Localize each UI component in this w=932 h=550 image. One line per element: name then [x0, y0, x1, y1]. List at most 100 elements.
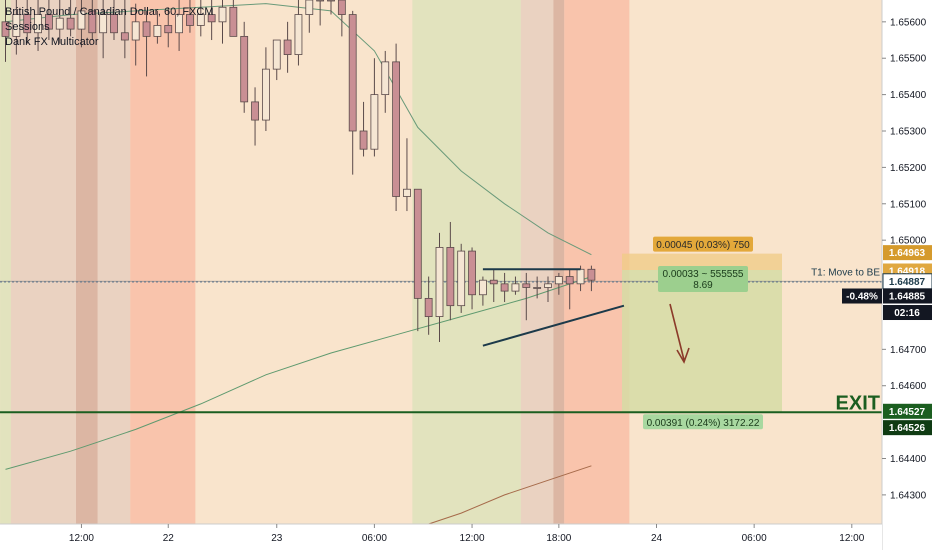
- candle-body: [153, 25, 162, 37]
- price-badge-box: [883, 403, 932, 419]
- down-arrow-head-icon: [676, 347, 690, 364]
- candle: [251, 87, 259, 146]
- x-tick-label: 22: [163, 533, 175, 544]
- price-badge-text: 1.64963: [889, 248, 926, 259]
- candle: [142, 10, 151, 77]
- session-band: [0, 0, 11, 524]
- session-band: [10, 0, 77, 524]
- candle-body: [272, 39, 281, 70]
- candle: [403, 138, 411, 212]
- candle-body: [12, 14, 21, 37]
- position-center-text-2: 8.69: [693, 280, 713, 291]
- candle-body: [196, 14, 205, 26]
- position-center-text-1: 0.00033 ~ 555555: [663, 269, 744, 280]
- candle: [468, 247, 476, 310]
- y-tick-label: 1.64400: [890, 454, 927, 465]
- candle: [207, 0, 216, 41]
- candle-body: [337, 0, 346, 15]
- candle-body: [511, 283, 520, 292]
- candle: [522, 272, 531, 321]
- candle: [381, 50, 390, 113]
- candle-body: [261, 68, 270, 121]
- change-badge-text: -0.48%: [846, 292, 878, 303]
- y-tick-label: 1.65300: [890, 127, 927, 138]
- countdown-badge-box: [883, 305, 932, 321]
- candle-body: [110, 14, 118, 34]
- legend-title: British Pound / Canadian Dollar, 60, FXC…: [5, 6, 214, 18]
- candle-body: [88, 10, 97, 34]
- candle-body: [34, 14, 42, 34]
- candle: [435, 232, 444, 343]
- candle-body: [45, 14, 53, 30]
- price-badge-box: [883, 420, 932, 436]
- price-badge-text: 1.64526: [889, 423, 926, 434]
- candle-body: [489, 279, 498, 285]
- target-info-label-text: 0.00391 (0.24%) 3172.22: [647, 418, 760, 429]
- candle: [164, 7, 173, 48]
- candle-body: [381, 61, 390, 96]
- candle: [99, 0, 108, 59]
- candle-body: [370, 94, 379, 150]
- candle-body: [77, 10, 86, 30]
- y-tick-label: 1.65500: [890, 54, 927, 65]
- stop-zone: [622, 253, 782, 271]
- price-badge: 1.64887: [882, 273, 932, 290]
- target-zone: [622, 270, 782, 413]
- candle: [229, 0, 238, 37]
- price-badge: 1.64527: [883, 403, 932, 419]
- candle: [283, 21, 292, 73]
- candle-body: [294, 14, 303, 55]
- x-tick-label: 06:00: [362, 533, 387, 544]
- candle: [500, 272, 509, 303]
- price-badge-box: [883, 288, 932, 304]
- candle: [153, 10, 162, 44]
- candle-body: [500, 283, 509, 292]
- candle: [554, 272, 563, 295]
- target-info-label: 0.00391 (0.24%) 3172.22: [643, 414, 763, 430]
- candle-body: [251, 101, 259, 121]
- session-band: [553, 0, 565, 524]
- t1-label: T1: Move to BE: [811, 267, 880, 278]
- candle-body: [142, 21, 151, 37]
- x-tick-label: 18:00: [546, 533, 571, 544]
- x-tick-label: 23: [271, 533, 283, 544]
- candle: [587, 265, 596, 292]
- x-tick-label: 06:00: [742, 533, 767, 544]
- y-tick-label: 1.64300: [890, 490, 927, 501]
- candle: [478, 276, 487, 306]
- candle-body: [1, 21, 10, 37]
- session-band: [520, 0, 554, 524]
- candle: [77, 0, 86, 48]
- candle-body: [392, 61, 401, 197]
- candle: [544, 276, 552, 303]
- y-tick-label: 1.65100: [890, 199, 927, 210]
- candle: [337, 0, 346, 37]
- position-center-box: [658, 266, 748, 293]
- x-tick-label: 12:00: [839, 533, 864, 544]
- candle: [240, 21, 249, 113]
- candle: [218, 0, 227, 44]
- candle-body: [587, 268, 596, 281]
- candle-body: [175, 14, 184, 34]
- candle-body: [229, 6, 238, 37]
- stop-info-label: 0.00045 (0.03%) 750: [653, 236, 753, 252]
- candle-body: [403, 188, 411, 197]
- candle: [261, 47, 270, 131]
- price-badge-text: 1.64885: [889, 292, 926, 303]
- y-tick-label: 1.64700: [890, 345, 927, 356]
- candle: [413, 188, 422, 332]
- price-badge-text: 1.64887: [889, 277, 926, 288]
- candle: [446, 221, 455, 321]
- candle: [424, 276, 433, 335]
- session-band: [564, 0, 630, 524]
- stop-info-label-box: [653, 236, 753, 252]
- session-band: [76, 0, 98, 524]
- price-badge-box: [883, 245, 932, 261]
- candle: [175, 0, 184, 51]
- y-tick-label: 1.65400: [890, 90, 927, 101]
- candle-body: [120, 32, 129, 41]
- candle-body: [554, 276, 563, 285]
- candle: [186, 0, 194, 33]
